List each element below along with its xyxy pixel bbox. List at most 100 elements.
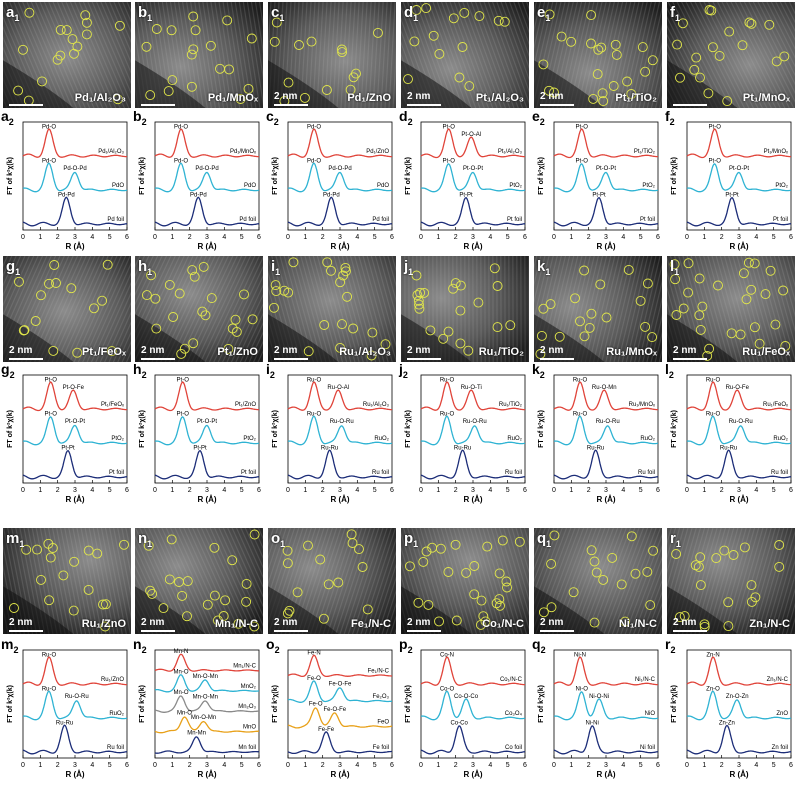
curve-name: ZnO xyxy=(776,711,788,717)
panel-label: e2 xyxy=(532,108,545,127)
panel-label: a2 xyxy=(1,108,14,127)
single-atom-marker xyxy=(554,331,565,342)
peak-label: Pt-Pt xyxy=(725,193,739,199)
single-atom-marker xyxy=(346,529,357,540)
single-atom-marker xyxy=(69,556,80,567)
spectrum-curve xyxy=(154,196,260,227)
panel-label: b2 xyxy=(133,108,147,127)
single-atom-marker xyxy=(52,54,63,65)
x-tick-label: 0 xyxy=(286,234,290,241)
curve-name: Pd₁/Al₂O₃ xyxy=(98,149,124,155)
x-tick-label: 0 xyxy=(21,234,25,241)
exafs-spectrum-panel: 0 1 2 3 4 5 6 R (Å) FT of k²χ(k) Pd₁/ZnO Pd-O PdO Pd… xyxy=(266,108,396,252)
peak-label: Pt-O-Fe xyxy=(63,385,85,391)
x-axis-label: R (Å) xyxy=(463,495,482,504)
single-atom-marker xyxy=(421,3,432,14)
haadf-image-panel: n1 Mn₁/N-C 2 nm xyxy=(135,528,263,634)
spectrum-curve xyxy=(22,724,128,755)
peak-label: Pt-Pt xyxy=(193,446,207,452)
panel-subscript: 2 xyxy=(9,369,15,380)
curve-name: RuO₂ xyxy=(109,711,124,717)
panel-letter: n xyxy=(138,530,148,547)
x-tick-label: 5 xyxy=(240,762,244,769)
panel-subscript: 2 xyxy=(540,644,546,655)
curve-name: Pt foil xyxy=(109,470,124,476)
single-atom-marker xyxy=(544,9,555,20)
x-tick-label: 1 xyxy=(170,487,174,494)
peak-label: Pt-O-Pt xyxy=(65,419,85,425)
single-atom-marker xyxy=(246,33,257,44)
x-tick-label: 5 xyxy=(373,487,377,494)
x-tick-label: 4 xyxy=(621,762,625,769)
x-tick-label: 4 xyxy=(621,487,625,494)
single-atom-marker xyxy=(209,542,220,553)
x-tick-label: 3 xyxy=(338,762,342,769)
x-tick-label: 1 xyxy=(569,487,573,494)
peak-label: Ru-O-Ru xyxy=(463,419,487,425)
curve-name: PtO₂ xyxy=(243,436,256,442)
single-atom-marker xyxy=(354,544,364,555)
curve-name: Pt₁/ZnO xyxy=(235,402,256,408)
curve-name: Pd foil xyxy=(372,217,389,223)
exafs-spectrum-panel: 0 1 2 3 4 5 6 R (Å) FT of k²χ(k) Ni₁/N-C Ni-N NiO Ni… xyxy=(532,636,662,780)
single-atom-marker xyxy=(596,42,607,53)
panel-label: r1 xyxy=(670,530,681,549)
exafs-spectrum-panel: 0 1 2 3 4 5 6 R (Å) FT of k²χ(k) Pt₁/ZnO Pt-O PtO₂ P… xyxy=(133,361,263,505)
panel-label: n1 xyxy=(138,530,152,549)
spectrum-curve xyxy=(22,128,127,158)
x-tick-label: 1 xyxy=(702,762,706,769)
single-atom-marker xyxy=(146,270,157,281)
spectrum-curve xyxy=(154,128,259,158)
single-atom-marker xyxy=(19,325,30,336)
panel-subscript: 2 xyxy=(269,369,275,380)
single-atom-marker xyxy=(579,331,590,342)
single-atom-marker xyxy=(642,566,653,577)
single-atom-marker xyxy=(765,265,776,276)
x-tick-label: 3 xyxy=(73,762,77,769)
x-tick-label: 3 xyxy=(737,762,741,769)
single-atom-marker xyxy=(640,321,651,332)
single-atom-marker xyxy=(411,270,422,281)
x-tick-label: 2 xyxy=(188,487,192,494)
peak-label: Fe-O xyxy=(309,701,323,707)
x-tick-label: 2 xyxy=(587,762,591,769)
single-atom-marker xyxy=(545,299,556,310)
single-atom-marker xyxy=(188,44,199,55)
x-tick-label: 0 xyxy=(552,762,556,769)
single-atom-marker xyxy=(703,88,714,99)
single-atom-marker xyxy=(163,86,174,97)
single-atom-marker xyxy=(645,600,656,611)
peak-label: Pd-Pd xyxy=(323,193,340,199)
haadf-image-panel: j1 Ru₁/TiO₂ 2 nm xyxy=(401,256,529,362)
single-atom-marker xyxy=(683,287,694,298)
single-atom-marker xyxy=(282,545,293,556)
single-atom-marker xyxy=(630,568,641,579)
single-atom-marker xyxy=(89,303,99,314)
exafs-spectrum-panel: 0 1 2 3 4 5 6 R (Å) FT of k²χ(k) Pd₁/Al₂O₃ Pd-O PdO… xyxy=(1,108,131,252)
peak-label: Ru-O xyxy=(573,412,588,418)
single-atom-marker xyxy=(695,324,706,335)
single-atom-marker xyxy=(672,39,683,50)
single-atom-marker xyxy=(188,11,199,22)
y-axis-label: FT of k²χ(k) xyxy=(139,410,146,448)
x-tick-label: 5 xyxy=(108,487,112,494)
scale-bar xyxy=(141,630,175,632)
scale-bar xyxy=(407,358,441,360)
single-atom-marker xyxy=(269,36,280,47)
spectrum-curve xyxy=(154,381,259,412)
panel-subscript: 2 xyxy=(402,369,408,380)
panel-subscript: 2 xyxy=(274,644,280,655)
peak-label: Pd-O xyxy=(42,125,56,131)
single-atom-marker xyxy=(81,29,92,40)
panel-subscript: 1 xyxy=(147,267,153,277)
x-tick-label: 2 xyxy=(720,234,724,241)
spectrum-curve xyxy=(553,128,658,159)
single-atom-marker xyxy=(735,329,746,340)
peak-label: Ni-N xyxy=(574,653,586,659)
single-atom-marker xyxy=(586,545,597,556)
single-atom-marker xyxy=(448,13,459,24)
scale-bar xyxy=(9,630,43,632)
single-atom-marker xyxy=(150,293,161,304)
x-tick-label: 4 xyxy=(90,487,94,494)
plot-frame xyxy=(420,649,526,759)
